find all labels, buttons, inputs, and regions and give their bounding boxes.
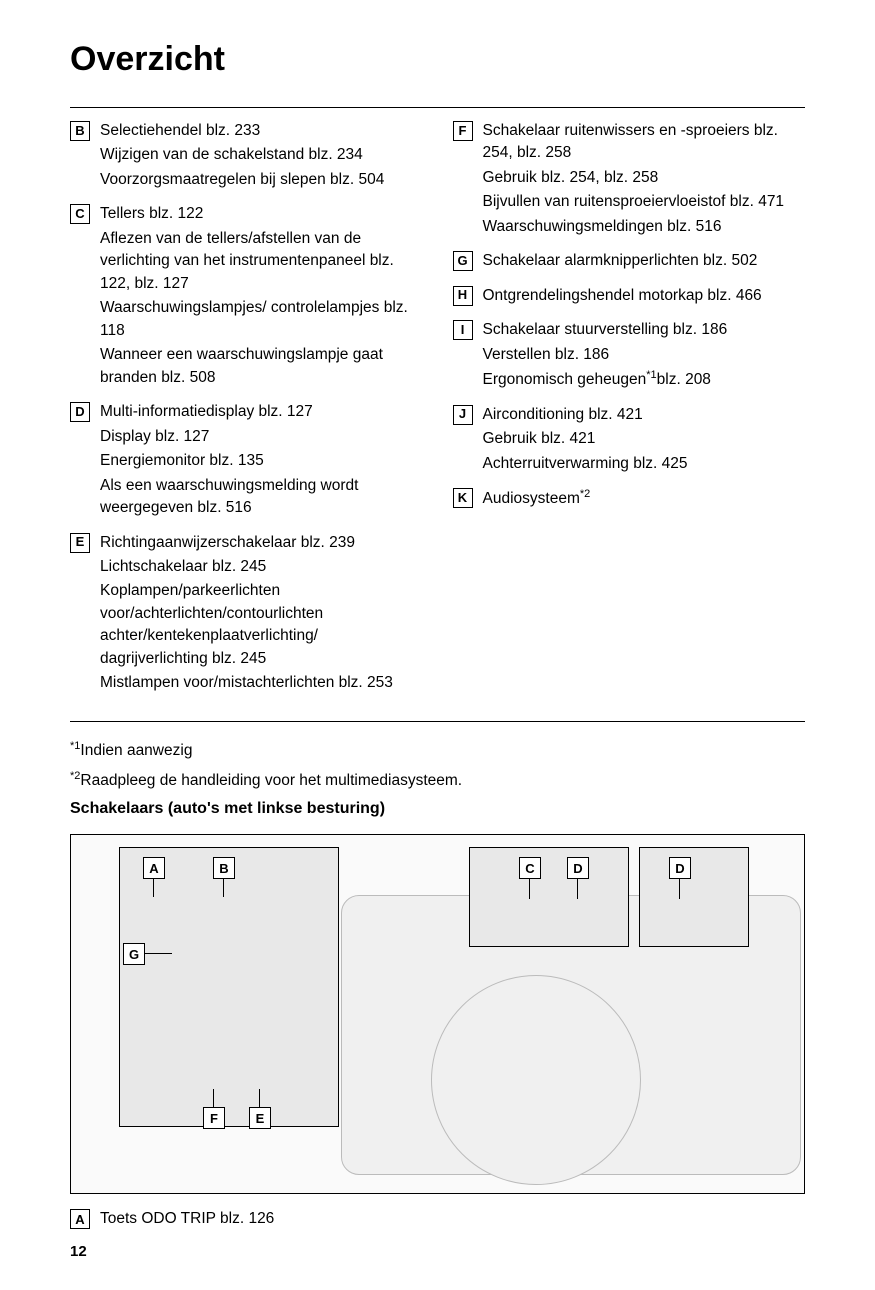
item-line: Aflezen van de tellers/afstellen van de … [100,228,423,295]
item-line: Schakelaar stuurverstelling blz. 186 [483,319,806,341]
lead-line [679,879,680,899]
item-line: Waarschuwingsmeldingen blz. 516 [483,216,806,238]
item-block: J Airconditioning blz. 421Gebruik blz. 42… [453,404,806,477]
letter-box: B [70,121,90,141]
item-line: Lichtschakelaar blz. 245 [100,556,423,578]
item-line: Airconditioning blz. 421 [483,404,806,426]
item-content: Selectiehendel blz. 233Wijzigen van de s… [100,120,423,193]
dash-shape [431,975,641,1185]
lead-line [153,879,154,897]
item-content: Tellers blz. 122 Aflezen van de tellers/a… [100,203,423,391]
figure-inset [639,847,749,947]
footnote-1-sup: *1 [70,740,80,752]
letter-box: K [453,488,473,508]
item-content: Richtingaanwijzerschakelaar blz. 239Lich… [100,532,423,697]
item-content: Ontgrendelingshendel motorkap blz. 466 [483,285,806,309]
figure-inset [469,847,629,947]
item-block: B Selectiehendel blz. 233Wijzigen van de … [70,120,423,193]
item-line: Gebruik blz. 421 [483,428,806,450]
item-block: G Schakelaar alarmknipperlichten blz. 502 [453,250,806,274]
item-line: Verstellen blz. 186 [483,344,806,366]
item-line: Energiemonitor blz. 135 [100,450,423,472]
page-title: Overzicht [70,40,805,79]
item-block: H Ontgrendelingshendel motorkap blz. 466 [453,285,806,309]
item-content: Schakelaar alarmknipperlichten blz. 502 [483,250,806,274]
lead-line [223,879,224,897]
figure-callout: D [567,857,589,879]
item-line: Koplampen/parkeerlichten voor/achterlich… [100,580,423,670]
lead-line [259,1089,260,1107]
figure-callout: B [213,857,235,879]
footnote-1: *1Indien aanwezig [70,740,805,760]
item-content: Schakelaar stuurverstelling blz. 186 Vers… [483,319,806,394]
figure-callout: G [123,943,145,965]
item-line: Selectiehendel blz. 233 [100,120,423,142]
item-line: Multi-informatiedisplay blz. 127 [100,401,423,423]
figure-callout: A [143,857,165,879]
item-line: Richtingaanwijzerschakelaar blz. 239 [100,532,423,554]
lead-line [144,953,172,954]
letter-box: C [70,204,90,224]
item-line: Voorzorgsmaatregelen bij slepen blz. 504 [100,169,423,191]
lead-line [577,879,578,899]
item-line-sup: Ergonomisch geheugen*1blz. 208 [483,368,806,392]
figure-callout: C [519,857,541,879]
item-line: Wijzigen van de schakelstand blz. 234 [100,144,423,166]
figure-inset [119,847,339,1127]
letter-box: J [453,405,473,425]
letter-box: F [453,121,473,141]
footnote-2-text: Raadpleeg de handleiding voor het multim… [80,772,462,789]
letter-box: E [70,533,90,553]
item-line: Gebruik blz. 254, blz. 258 [483,167,806,189]
page-number: 12 [70,1243,805,1260]
final-letter-box: A [70,1209,90,1229]
footnote-2: *2Raadpleeg de handleiding voor het mult… [70,770,805,790]
item-block: C Tellers blz. 122 Aflezen van de tellers/… [70,203,423,391]
footnotes: *1Indien aanwezig *2Raadpleeg de handlei… [70,740,805,790]
footnote-2-sup: *2 [70,770,80,782]
columns-wrapper: B Selectiehendel blz. 233Wijzigen van de … [70,108,805,721]
item-line: Schakelaar alarmknipperlichten blz. 502 [483,250,806,272]
item-content: Multi-informatiedisplay blz. 127 Display … [100,401,423,521]
item-line: Als een waarschuwingsmelding wordt weerg… [100,475,423,520]
figure: A B G F E C D D [70,834,805,1194]
right-column: F Schakelaar ruitenwissers en -sproeiers … [453,120,806,707]
final-item-text: Toets ODO TRIP blz. 126 [100,1210,274,1228]
item-block: I Schakelaar stuurverstelling blz. 186 Ver… [453,319,806,394]
item-line: Achterruitverwarming blz. 425 [483,453,806,475]
item-line-sup: Audiosysteem*2 [483,487,806,511]
letter-box: H [453,286,473,306]
item-line: Bijvullen van ruitensproeiervloeistof bl… [483,191,806,213]
figure-callout: D [669,857,691,879]
subheading: Schakelaars (auto's met linkse besturing… [70,800,805,818]
letter-box: D [70,402,90,422]
figure-callout: E [249,1107,271,1129]
item-block: F Schakelaar ruitenwissers en -sproeiers … [453,120,806,240]
item-line: Tellers blz. 122 [100,203,423,225]
footnote-1-text: Indien aanwezig [80,742,192,759]
item-content: Airconditioning blz. 421Gebruik blz. 421… [483,404,806,477]
item-line: Wanneer een waarschuwingslampje gaat bra… [100,344,423,389]
item-line: Schakelaar ruitenwissers en -sproeiers b… [483,120,806,165]
item-line: Mistlampen voor/mistachterlichten blz. 2… [100,672,423,694]
item-content: Audiosysteem*2 [483,487,806,513]
item-block: E Richtingaanwijzerschakelaar blz. 239Lic… [70,532,423,697]
lead-line [529,879,530,899]
item-block: D Multi-informatiedisplay blz. 127 Display… [70,401,423,521]
final-item: A Toets ODO TRIP blz. 126 [70,1208,805,1229]
item-block: K Audiosysteem*2 [453,487,806,513]
item-line: Display blz. 127 [100,426,423,448]
item-line: Ontgrendelingshendel motorkap blz. 466 [483,285,806,307]
lead-line [213,1089,214,1107]
letter-box: G [453,251,473,271]
letter-box: I [453,320,473,340]
bottom-divider [70,721,805,722]
item-line: Waarschuwingslampjes/ controlelampjes bl… [100,297,423,342]
figure-callout: F [203,1107,225,1129]
item-content: Schakelaar ruitenwissers en -sproeiers b… [483,120,806,240]
left-column: B Selectiehendel blz. 233Wijzigen van de … [70,120,423,707]
